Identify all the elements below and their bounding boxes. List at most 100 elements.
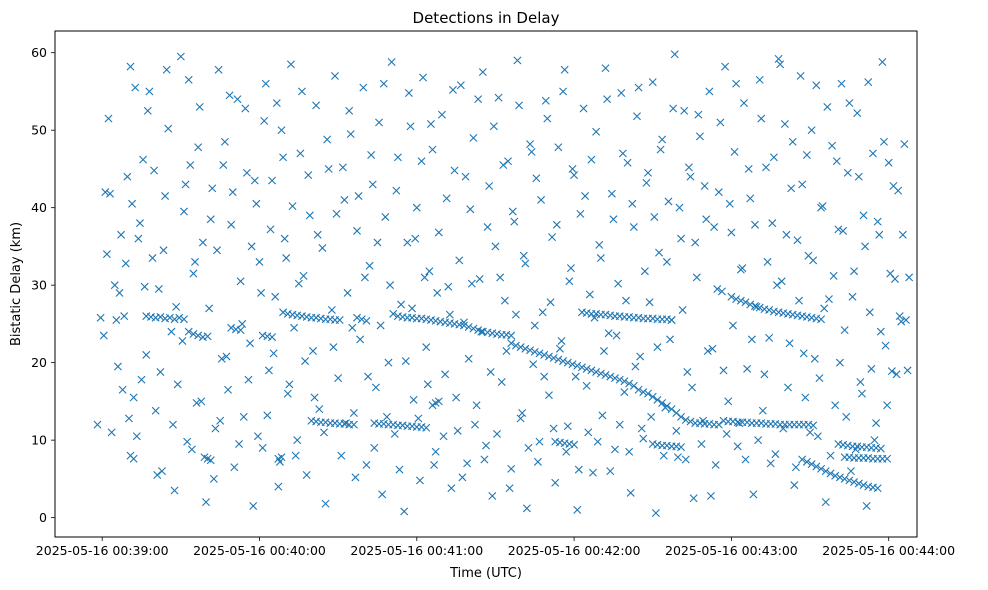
- track-detection-marker: [625, 379, 634, 388]
- detection-marker: [153, 471, 162, 479]
- detection-marker: [282, 254, 291, 263]
- detection-marker: [290, 323, 299, 332]
- detection-marker: [386, 281, 395, 290]
- x-tick-label: 2025-05-16 00:44:00: [822, 543, 955, 558]
- detection-marker: [494, 93, 503, 102]
- detection-marker: [195, 102, 204, 111]
- y-axis: 0 10 20 30 40 50 60: [31, 45, 55, 525]
- detection-marker: [250, 176, 259, 185]
- detection-marker: [258, 443, 267, 452]
- detection-marker: [510, 217, 519, 226]
- detection-marker: [862, 502, 871, 510]
- detection-marker: [853, 109, 862, 118]
- detection-marker: [132, 432, 141, 441]
- detection-marker: [815, 374, 824, 383]
- detection-marker: [206, 215, 215, 224]
- detection-marker: [242, 168, 251, 177]
- detection-marker: [834, 225, 843, 234]
- detection-marker: [452, 393, 461, 402]
- track-detection-marker: [850, 477, 859, 486]
- y-tick-label: 40: [31, 200, 47, 215]
- detection-marker: [220, 137, 229, 146]
- detection-marker: [274, 482, 283, 491]
- detection-marker: [875, 230, 884, 239]
- detection-marker: [774, 54, 783, 63]
- detection-marker: [428, 145, 437, 154]
- detection-marker: [422, 343, 431, 352]
- track-detection-marker: [175, 313, 184, 322]
- track-detection-marker: [165, 313, 174, 322]
- detection-marker: [228, 188, 237, 197]
- detection-marker: [684, 163, 693, 172]
- detection-marker: [219, 161, 228, 170]
- detection-marker: [765, 333, 774, 342]
- detection-marker: [776, 60, 785, 69]
- track-detection-marker: [873, 484, 882, 493]
- detection-marker: [93, 420, 102, 429]
- detection-marker: [244, 375, 253, 384]
- detection-marker: [285, 380, 294, 389]
- track-detection-marker: [587, 366, 596, 375]
- detection-marker: [870, 436, 879, 445]
- detection-marker: [134, 234, 143, 243]
- detection-marker: [599, 347, 608, 356]
- track-detection-marker: [677, 443, 686, 452]
- detection-marker: [205, 304, 214, 313]
- detection-marker: [537, 195, 546, 204]
- y-tick-label: 50: [31, 123, 47, 138]
- detection-marker: [842, 412, 851, 421]
- detection-marker: [758, 406, 767, 415]
- detection-marker: [846, 467, 855, 476]
- track-detection-marker: [610, 374, 619, 383]
- detection-marker: [716, 118, 725, 127]
- detection-marker: [526, 140, 535, 149]
- track-detection-marker: [349, 420, 358, 429]
- detection-marker: [518, 409, 527, 418]
- detection-marker: [354, 192, 363, 201]
- detection-marker: [173, 380, 182, 389]
- plot-frame: [54, 30, 918, 538]
- detection-marker: [573, 505, 582, 514]
- detection-marker: [346, 130, 355, 139]
- detection-marker: [315, 405, 324, 414]
- detection-marker: [824, 295, 833, 304]
- detection-marker: [463, 459, 472, 468]
- detection-marker: [669, 104, 678, 113]
- track-detection-marker: [156, 312, 165, 321]
- track-detection-marker: [353, 313, 362, 322]
- track-detection-marker: [681, 416, 690, 424]
- detection-marker: [434, 228, 443, 237]
- detection-marker: [623, 158, 632, 167]
- detection-marker: [129, 393, 138, 402]
- track-detection-marker: [464, 323, 473, 331]
- detection-marker: [636, 352, 645, 361]
- detection-marker: [214, 65, 223, 74]
- detection-marker: [393, 153, 402, 162]
- detection-marker: [426, 119, 435, 128]
- detection-marker: [686, 172, 695, 181]
- detection-marker: [733, 442, 742, 451]
- detection-marker: [843, 168, 852, 177]
- detection-marker: [227, 220, 236, 229]
- detection-marker: [522, 504, 531, 513]
- detection-marker: [826, 451, 835, 460]
- detection-marker: [115, 288, 124, 297]
- detection-marker: [359, 83, 368, 92]
- x-tick-label: 2025-05-16 00:43:00: [665, 543, 798, 558]
- detection-marker: [606, 467, 615, 476]
- detection-marker: [101, 188, 110, 197]
- detection-marker: [403, 238, 412, 247]
- detection-marker: [681, 455, 690, 464]
- track-detection-marker: [544, 352, 553, 361]
- detection-marker: [488, 491, 497, 500]
- detection-marker: [159, 246, 168, 255]
- detection-marker: [790, 481, 799, 490]
- detection-marker: [782, 230, 791, 239]
- detection-marker: [99, 331, 108, 340]
- detection-marker: [304, 171, 313, 180]
- track-detection-marker: [592, 367, 601, 376]
- detection-marker: [835, 358, 844, 367]
- detection-marker: [587, 155, 596, 164]
- track-detection-marker: [798, 455, 807, 464]
- detection-marker: [414, 414, 423, 423]
